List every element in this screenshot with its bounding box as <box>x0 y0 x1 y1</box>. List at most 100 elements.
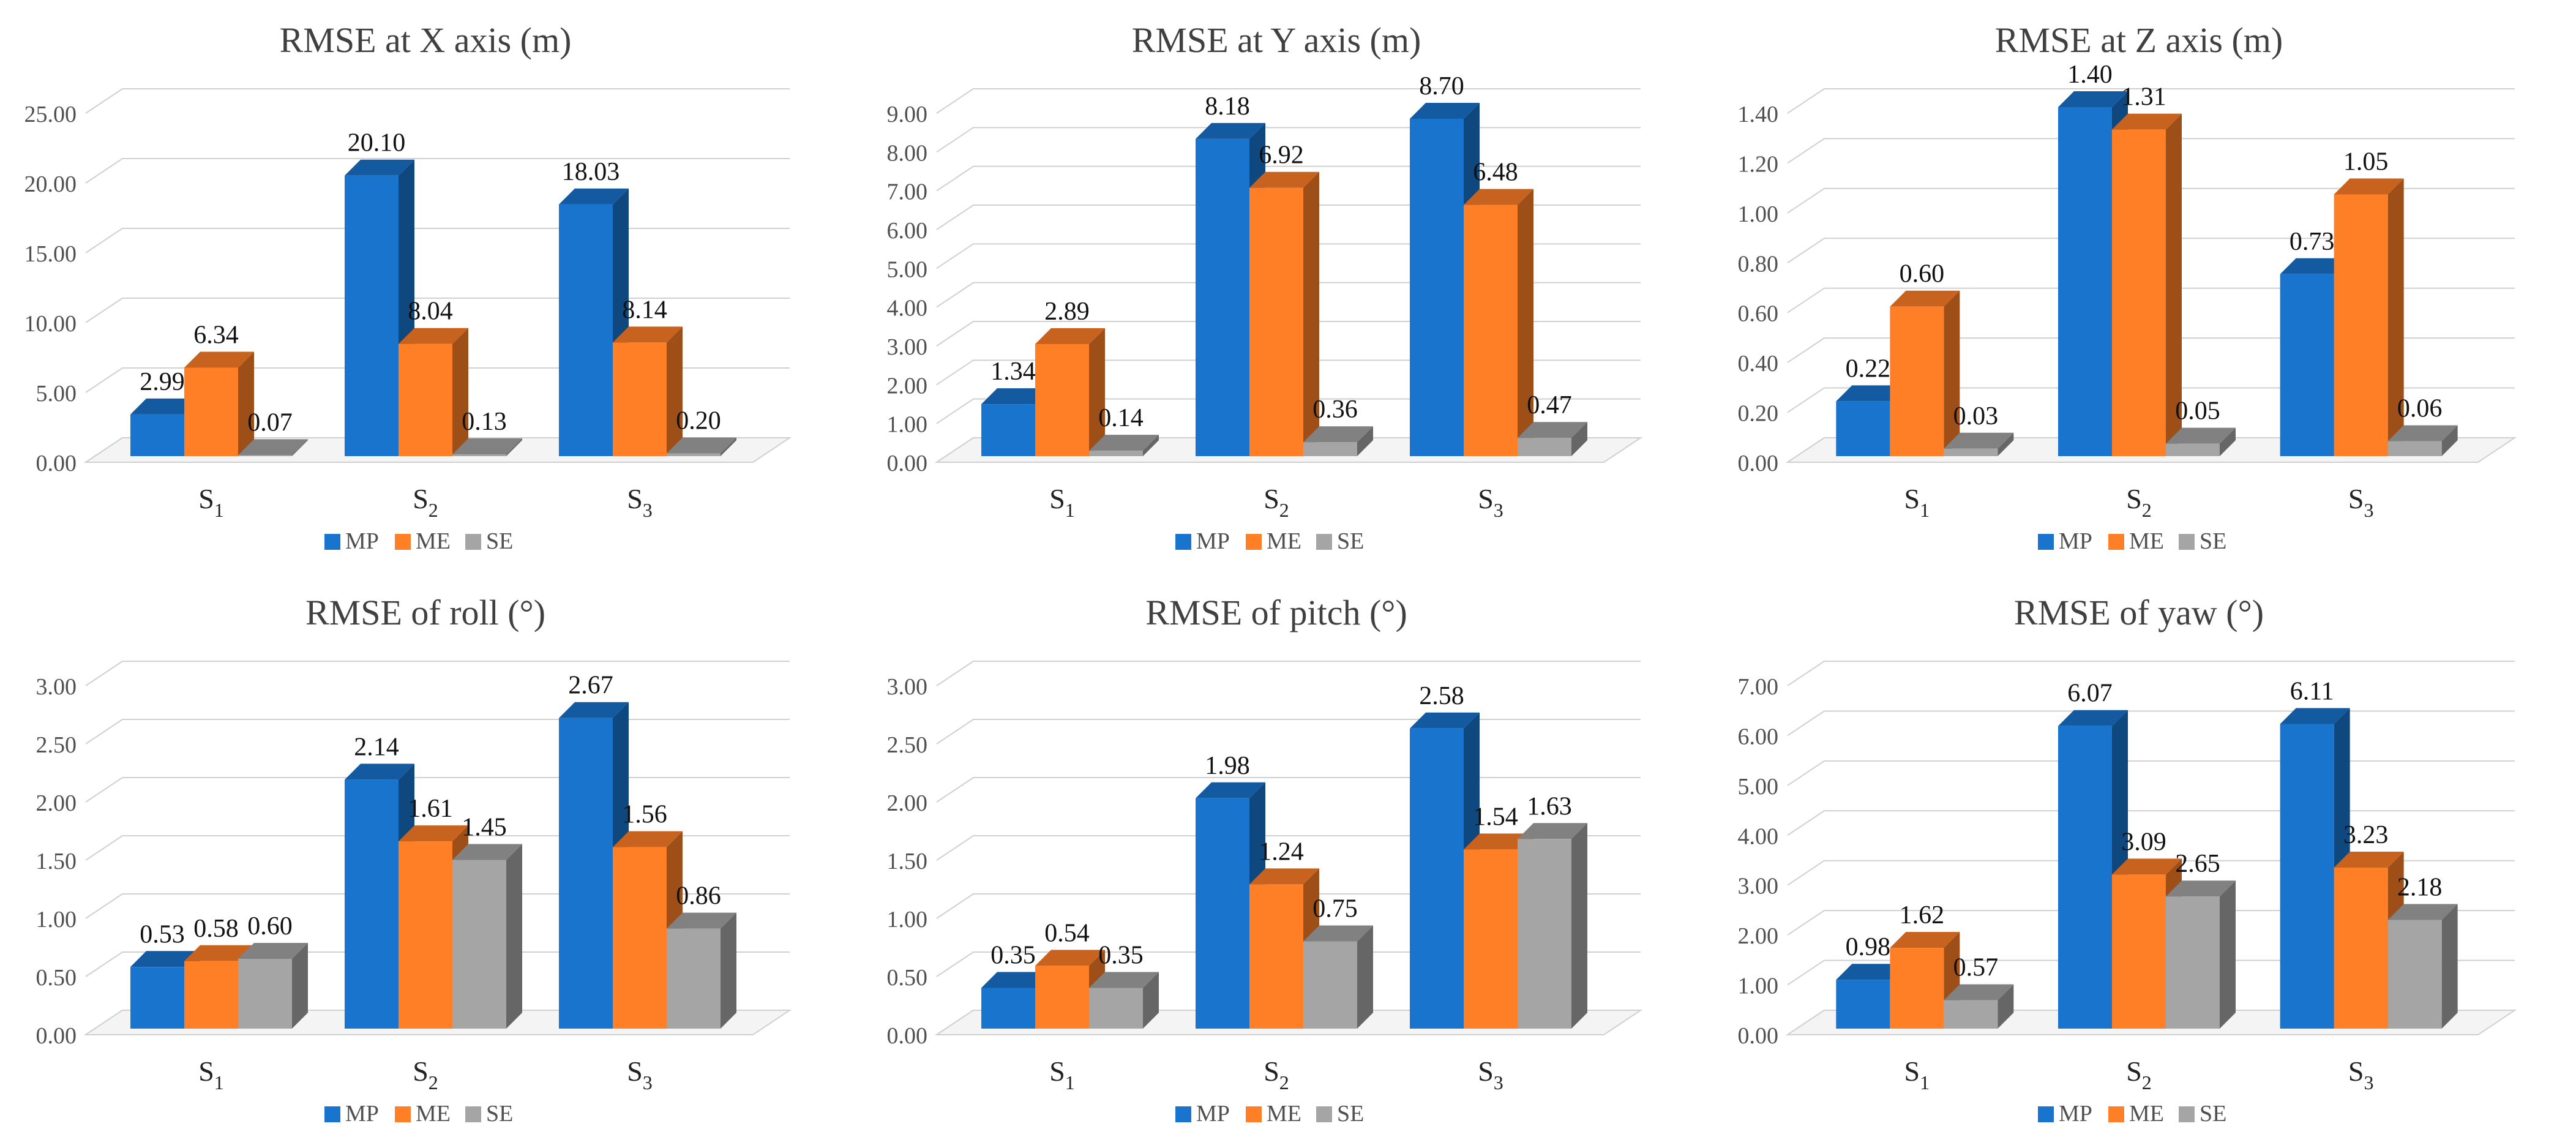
bar-side-se <box>721 437 736 456</box>
chart-panel-4: RMSE of roll (°) 0.00 0.50 1.00 1.50 2.00 2.50… <box>36 593 792 1127</box>
gridline <box>936 661 1641 686</box>
y-tick-label: 2.00 <box>1738 923 1779 949</box>
x-category-label: S2 <box>1264 483 1289 521</box>
bar-mp-s1 <box>130 967 184 1029</box>
chart-title: RMSE of pitch (°) <box>1145 593 1407 632</box>
data-label: 2.99 <box>140 368 185 396</box>
y-tick-label: 8.00 <box>887 140 928 166</box>
bar-top-se <box>1944 984 2014 1000</box>
y-tick-label: 2.00 <box>36 790 77 816</box>
gridline <box>1787 661 2515 686</box>
bar-me-s3 <box>613 342 667 456</box>
legend-swatch-se <box>465 534 481 550</box>
y-tick-label: 4.00 <box>1738 823 1779 849</box>
gridline <box>85 719 790 745</box>
bar-se-s2 <box>452 860 506 1029</box>
bar-top-se <box>238 943 308 959</box>
data-label: 6.48 <box>1473 159 1518 187</box>
y-tick-label: 1.00 <box>1738 974 1779 999</box>
y-tick-label: 3.00 <box>887 674 928 700</box>
bar-top-me <box>399 825 468 842</box>
bar-me-s2 <box>1249 884 1303 1029</box>
bar-side-me <box>667 326 683 456</box>
legend-label-me: ME <box>1267 528 1301 554</box>
chart-title: RMSE of roll (°) <box>305 593 545 632</box>
data-label: 0.57 <box>1953 954 1999 982</box>
chart-title: RMSE at Y axis (m) <box>1132 20 1421 60</box>
chart-title: RMSE at Z axis (m) <box>1995 20 2283 60</box>
y-tick-label: 6.00 <box>887 218 928 244</box>
bar-top-me <box>2334 178 2404 195</box>
data-label: 0.05 <box>2175 397 2220 426</box>
legend-label-mp: MP <box>1196 1101 1230 1127</box>
y-tick-label: 3.00 <box>36 674 77 700</box>
x-category-label: S3 <box>2348 1056 2374 1094</box>
x-category-label: S3 <box>627 483 653 521</box>
bar-se-s1 <box>238 455 292 456</box>
y-tick-label: 1.00 <box>887 412 928 438</box>
bar-top-me <box>1890 290 1960 307</box>
data-label: 0.58 <box>193 915 239 943</box>
data-label: 2.14 <box>354 733 399 761</box>
bar-side-me <box>452 328 468 456</box>
gridline <box>85 158 790 184</box>
x-category-label: S1 <box>1049 483 1075 521</box>
data-label: 8.18 <box>1205 92 1250 121</box>
data-label: 0.35 <box>1098 942 1144 970</box>
bar-mp-s3 <box>1410 119 1464 456</box>
bar-top-se <box>238 439 308 456</box>
data-label: 2.18 <box>2397 873 2443 901</box>
bar-top-mp <box>2058 91 2128 107</box>
bar-top-se <box>1303 426 1373 443</box>
bar-se-s2 <box>452 454 506 456</box>
bar-top-me <box>1464 833 1533 850</box>
y-tick-label: 0.60 <box>1738 301 1779 327</box>
data-label: 0.60 <box>1900 260 1945 288</box>
y-tick-label: 0.00 <box>887 451 928 476</box>
legend-swatch-mp <box>1175 1106 1191 1122</box>
bar-se-s3 <box>667 928 721 1029</box>
data-label: 3.09 <box>2121 828 2166 856</box>
data-label: 1.61 <box>408 795 453 823</box>
bar-se-s2 <box>1303 442 1357 456</box>
bar-side-se <box>2220 427 2236 456</box>
data-label: 0.36 <box>1312 396 1358 424</box>
gridline <box>1787 138 2515 164</box>
bar-top-se <box>452 438 522 455</box>
data-label: 1.54 <box>1473 803 1518 831</box>
y-tick-label: 0.00 <box>1738 451 1779 476</box>
y-tick-label: 0.20 <box>1738 401 1779 427</box>
bar-se-s3 <box>2387 920 2442 1029</box>
legend-swatch-me <box>2108 534 2124 550</box>
bar-top-me <box>2334 851 2404 868</box>
gridline <box>936 719 1641 745</box>
bar-me-s1 <box>1890 948 1944 1029</box>
legend-label-me: ME <box>1267 1101 1301 1127</box>
bar-side-se <box>2441 425 2458 456</box>
data-label: 0.03 <box>1953 402 1999 430</box>
data-label: 6.34 <box>193 321 239 349</box>
bar-top-mp <box>130 398 200 415</box>
legend-swatch-se <box>1316 1106 1332 1122</box>
y-tick-label: 0.50 <box>36 965 77 991</box>
data-label: 1.05 <box>2343 148 2389 176</box>
bar-side-me <box>1944 290 1960 456</box>
data-label: 0.86 <box>676 882 721 910</box>
bar-top-mp <box>130 951 200 967</box>
chart-panel-5: RMSE of pitch (°) 0.00 0.50 1.00 1.50 2.00 2.5… <box>887 593 1643 1127</box>
y-tick-label: 1.50 <box>887 849 928 874</box>
gridline <box>1787 238 2515 264</box>
bar-side-se <box>1357 925 1373 1029</box>
legend-label-mp: MP <box>1196 528 1230 554</box>
gridline <box>1787 710 2515 737</box>
bar-mp-s1 <box>981 404 1035 456</box>
data-label: 1.24 <box>1259 838 1304 866</box>
bar-mp-s3 <box>559 204 613 456</box>
data-label: 1.45 <box>462 814 507 842</box>
bar-side-se <box>721 912 736 1029</box>
data-label: 20.10 <box>348 129 406 157</box>
data-label: 8.14 <box>622 296 667 324</box>
legend-label-se: SE <box>2200 528 2226 554</box>
bar-mp-s3 <box>559 718 613 1029</box>
y-tick-label: 0.00 <box>36 451 77 476</box>
